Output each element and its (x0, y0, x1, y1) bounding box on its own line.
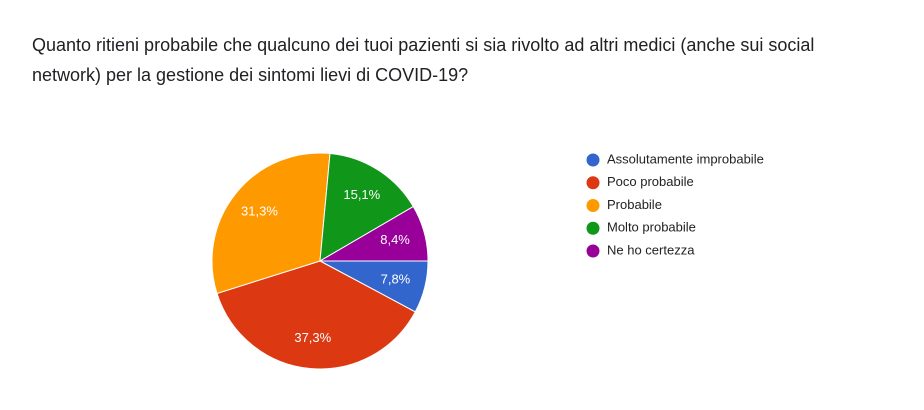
legend-label: Molto probabile (607, 220, 696, 235)
question-title: Quanto ritieni probabile che qualcuno de… (32, 35, 815, 85)
slice-label: 15,1% (343, 187, 380, 202)
legend-label: Poco probabile (607, 174, 694, 189)
legend-marker (586, 153, 600, 167)
legend-marker (586, 244, 600, 258)
legend-label: Assolutamente improbabile (607, 151, 764, 166)
pie-slice (211, 152, 331, 295)
legend-marker (586, 176, 600, 190)
slice-label: 7,8% (381, 271, 411, 286)
pie-slice (318, 205, 429, 262)
slice-label: 37,3% (294, 330, 331, 345)
legend-marker (586, 199, 600, 212)
legend-marker (586, 221, 600, 235)
slice-label: 31,3% (241, 204, 278, 219)
pie-slice (319, 152, 414, 262)
legend-label: Probabile (607, 197, 662, 212)
slice-label: 8,4% (380, 232, 410, 247)
legend-label: Ne ho certezza (607, 242, 695, 257)
pie-slice (216, 260, 416, 370)
